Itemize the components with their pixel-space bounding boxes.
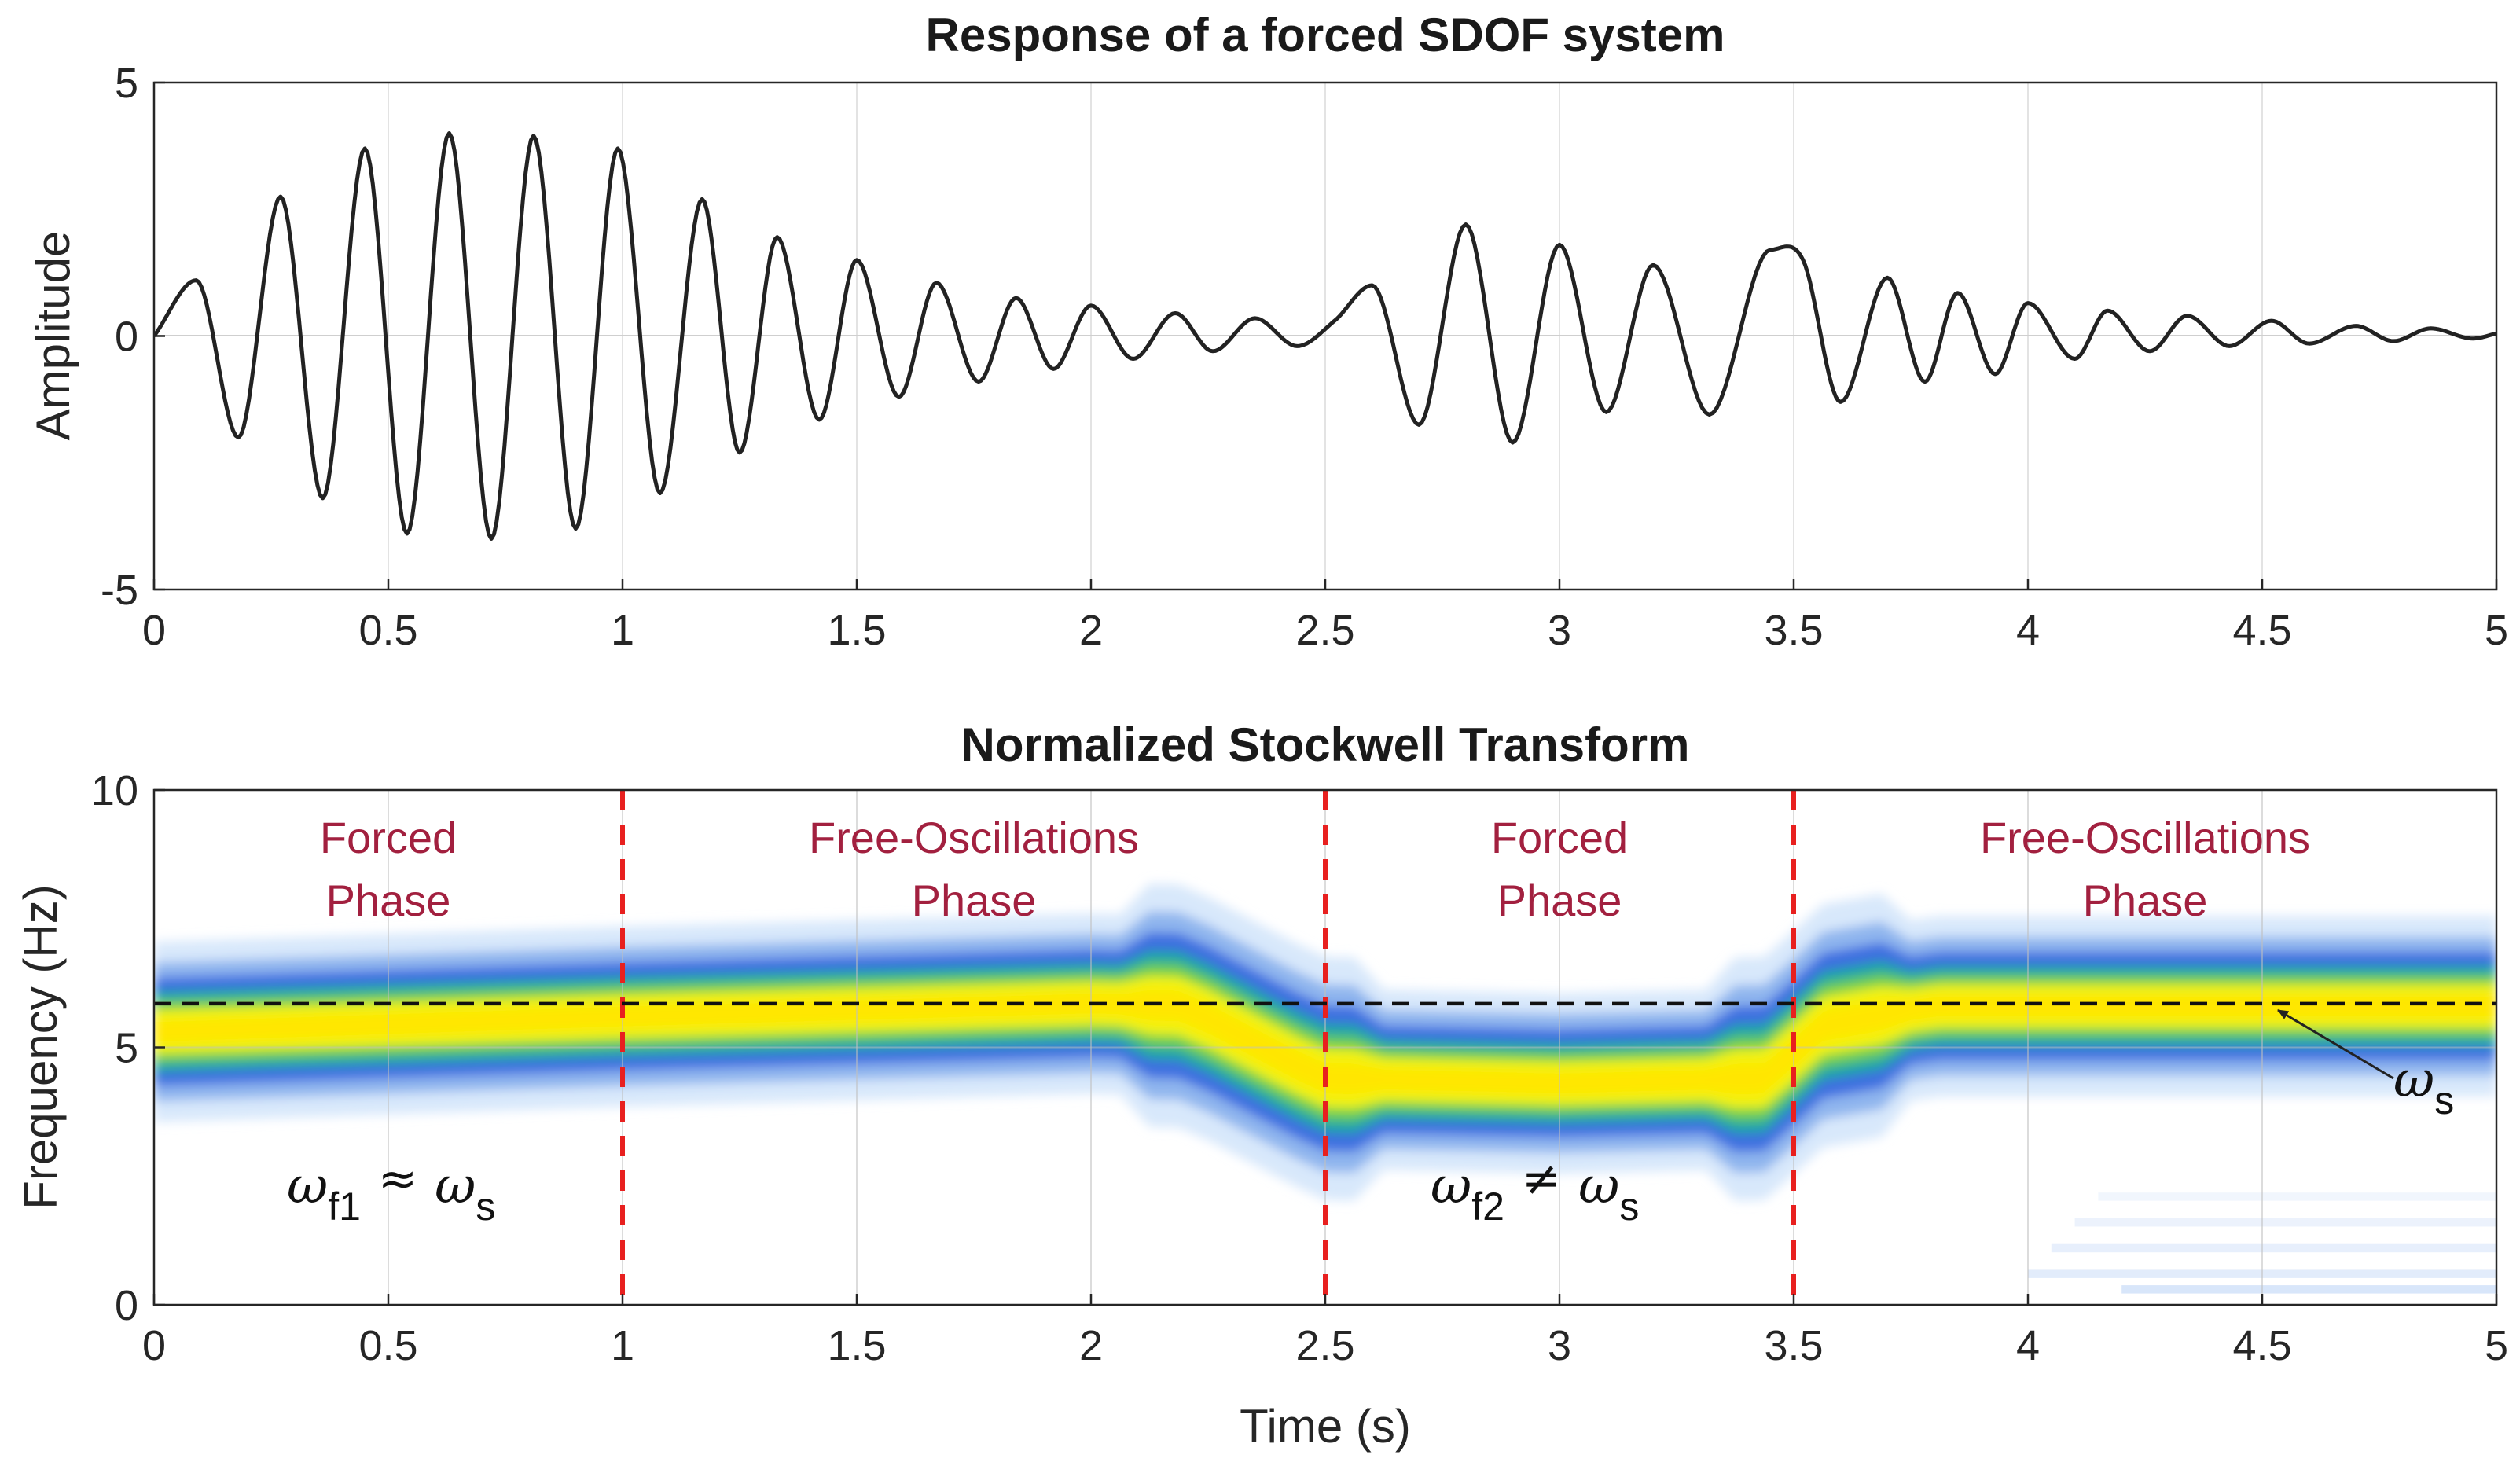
low-frequency-stripe	[2121, 1285, 2496, 1294]
chart1-x-tick-label: 4.5	[2232, 607, 2291, 654]
phase-label-line1: Forced	[1491, 813, 1628, 862]
chart1-y-axis-label: Amplitude	[27, 231, 79, 441]
chart1-x-tick-label: 5	[2485, 607, 2508, 654]
chart2-title: Normalized Stockwell Transform	[961, 718, 1690, 771]
low-frequency-stripe	[2051, 1243, 2496, 1253]
relation-forced-2: ωf2 ≠ ωs	[1431, 1152, 1639, 1229]
chart1-x-tick-label: 3	[1548, 607, 1571, 654]
chart1-x-tick-label: 1.5	[827, 607, 886, 654]
chart2-y-ticks: 0 5 10	[91, 767, 165, 1329]
chart2-x-tick-label: 0.5	[358, 1322, 417, 1369]
chart1-x-tick-label: 2	[1079, 607, 1103, 654]
phase-label-line1: Free-Oscillations	[809, 813, 1139, 862]
chart1-x-tick-label: 2.5	[1295, 607, 1354, 654]
chart2-x-tick-label: 4	[2016, 1322, 2040, 1369]
chart1-title: Response of a forced SDOF system	[926, 9, 1725, 61]
chart2-x-tick-label: 0	[142, 1322, 166, 1369]
chart2-x-tick-label: 1.5	[827, 1322, 886, 1369]
phase-label-line2: Phase	[2083, 876, 2208, 925]
phase-boundaries	[620, 790, 1796, 1305]
heatmap-band-6	[154, 990, 2496, 1095]
low-frequency-stripe	[2074, 1218, 2496, 1227]
chart2-x-axis-label: Time (s)	[1240, 1400, 1411, 1453]
phase-label-line1: Free-Oscillations	[1980, 813, 2310, 862]
omega-s-label: ωs	[2393, 1051, 2454, 1122]
chart1-x-tick-label: 0.5	[358, 607, 417, 654]
phase-label-line2: Phase	[326, 876, 451, 925]
relation-forced-1: ωf1 ≈ ωs	[287, 1152, 495, 1229]
phase-label-line2: Phase	[1497, 876, 1622, 925]
chart2-y-tick-label: 0	[115, 1282, 138, 1329]
chart2-x-tick-label: 3	[1548, 1322, 1571, 1369]
low-frequency-stripe	[2098, 1192, 2496, 1201]
chart1-y-tick-label: 5	[115, 60, 138, 107]
phase-labels: Forced Phase Free-Oscillations Phase Forced P…	[320, 813, 2310, 925]
chart1-y-tick-label: -5	[101, 567, 138, 614]
chart1-y-ticks: -5 0 5	[101, 60, 165, 614]
response-line	[154, 131, 2496, 541]
chart1-x-tick-label: 1	[611, 607, 634, 654]
chart1-x-ticks: 0 0.5 1 1.5 2 2.5 3 3.5 4 4.5 5	[142, 579, 2508, 654]
chart2-x-ticks: 0 0.5 1 1.5 2 2.5 3 3.5 4 4.5 5	[142, 1294, 2508, 1369]
chart1-x-tick-label: 4	[2016, 607, 2040, 654]
chart2-y-tick-label: 5	[115, 1025, 138, 1072]
chart2-x-tick-label: 3.5	[1764, 1322, 1823, 1369]
chart2-y-tick-label: 10	[91, 767, 138, 814]
phase-label-line2: Phase	[912, 876, 1037, 925]
chart2-x-tick-label: 2.5	[1295, 1322, 1354, 1369]
chart1-x-tick-label: 0	[142, 607, 166, 654]
chart1-y-tick-label: 0	[115, 314, 138, 361]
chart2-x-tick-label: 2	[1079, 1322, 1103, 1369]
chart2-y-axis-label: Frequency (Hz)	[14, 884, 67, 1209]
omega-s-arrow	[2277, 1008, 2394, 1080]
chart1-x-tick-label: 3.5	[1764, 607, 1823, 654]
chart2-x-tick-label: 4.5	[2232, 1322, 2291, 1369]
chart2-x-tick-label: 5	[2485, 1322, 2508, 1369]
phase-label-line1: Forced	[320, 813, 457, 862]
chart2-x-tick-label: 1	[611, 1322, 634, 1369]
